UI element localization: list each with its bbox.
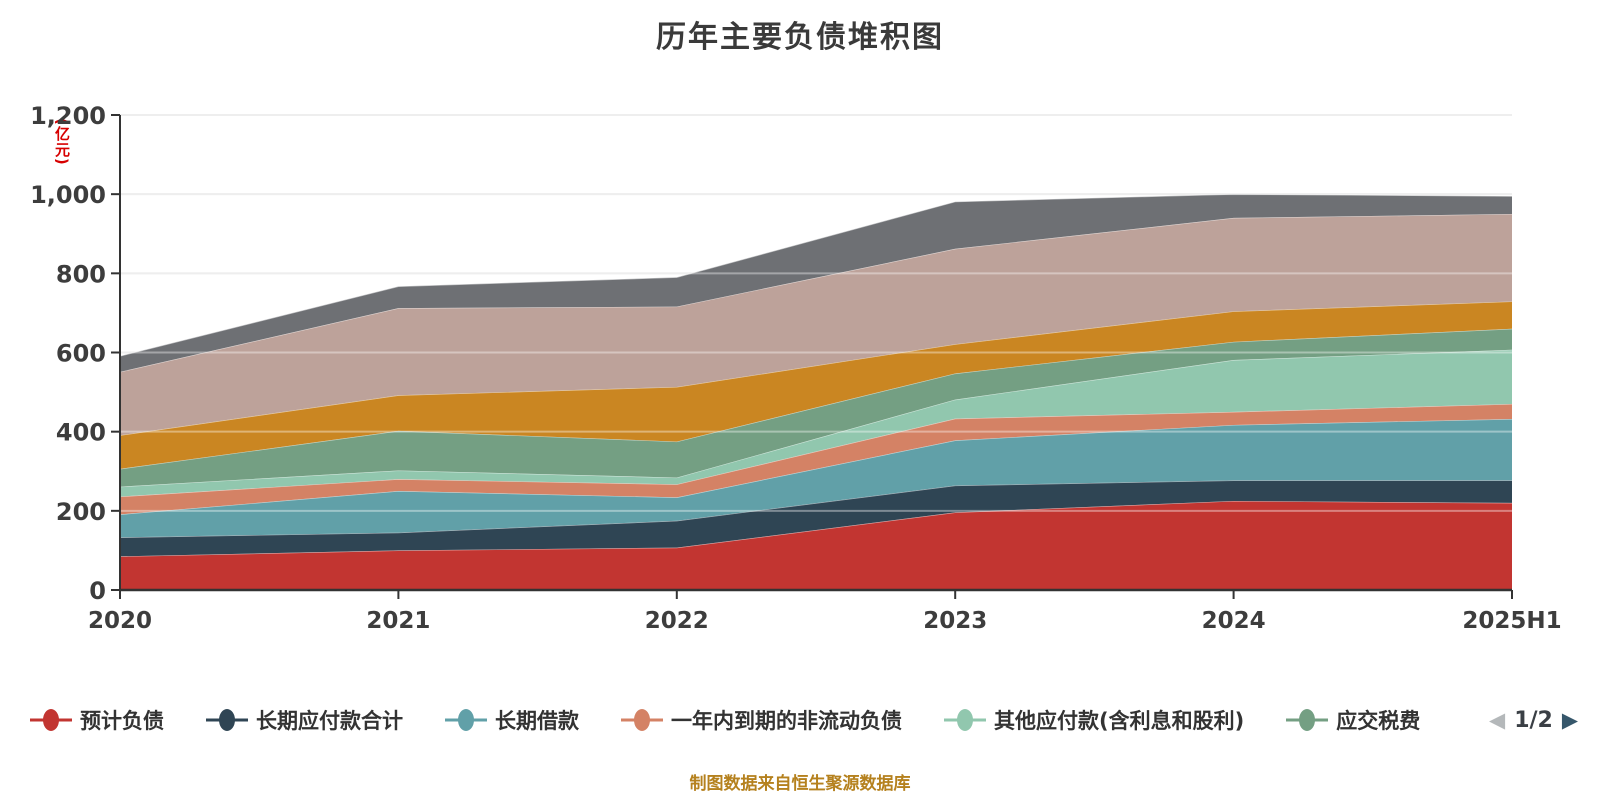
series-marker-icon (206, 709, 248, 731)
x-axis-tick-label: 2024 (1202, 608, 1266, 634)
x-axis-tick-label: 2023 (923, 608, 987, 634)
y-axis-tick-label: 1,200 (30, 102, 106, 130)
chart-title: 历年主要负债堆积图 (656, 20, 944, 55)
axes (111, 114, 1513, 599)
area-series-2[interactable] (120, 419, 1512, 538)
legend-next-page-icon[interactable]: ▶ (1561, 708, 1578, 732)
y-axis-tick-label: 800 (56, 260, 106, 288)
legend-item[interactable]: 长期应付款合计 (206, 705, 403, 735)
series-marker-icon (1286, 709, 1329, 731)
area-series-0[interactable] (120, 500, 1512, 590)
x-axis-tick-label: 2021 (366, 608, 430, 634)
y-axis-tick-label: 200 (56, 498, 106, 526)
area-series-1[interactable] (120, 480, 1512, 557)
series-marker-icon (621, 709, 663, 731)
legend-item[interactable]: 应交税费 (1286, 705, 1420, 735)
series-marker-icon (445, 709, 487, 731)
legend-item-label: 一年内到期的非流动负债 (671, 709, 902, 733)
y-axis-unit-label: (亿元) (53, 118, 71, 166)
legend-item[interactable]: 一年内到期的非流动负债 (621, 705, 902, 735)
legend-item-label: 其他应付款(含利息和股利) (994, 709, 1245, 733)
legend-prev-page-icon[interactable]: ◀ (1489, 708, 1506, 732)
series-marker-icon (944, 709, 986, 731)
legend-pagination: ◀ 1/2 ▶ (1489, 708, 1578, 733)
y-axis-labels: 0 200 400 600 800 1,000 1,200 (30, 102, 106, 605)
legend-item-label: 应交税费 (1336, 709, 1421, 733)
y-axis-tick-label: 600 (56, 340, 106, 368)
area-series-8[interactable] (120, 194, 1512, 372)
x-axis-tick-label: 2025H1 (1462, 608, 1561, 634)
y-gridlines-overlay (120, 114, 1512, 512)
legend-item-label: 长期应付款合计 (256, 709, 403, 733)
legend-item-label: 预计负债 (80, 709, 164, 733)
area-series-3[interactable] (120, 403, 1512, 515)
area-series-8-edge (119, 193, 1513, 357)
area-series-7[interactable] (120, 213, 1512, 436)
area-series-group (119, 193, 1513, 590)
x-axis-tick-label: 2022 (645, 608, 709, 634)
legend-page-indicator: 1/2 (1514, 707, 1553, 733)
x-axis-labels: 2020 2021 2022 2023 2024 2025H1 (88, 608, 1562, 634)
legend-item[interactable]: 预计负债 (30, 705, 164, 735)
series-marker-icon (30, 709, 72, 731)
data-source-note: 制图数据来自恒生聚源数据库 (689, 774, 911, 794)
legend-item[interactable]: 其他应付款(含利息和股利) (944, 705, 1244, 735)
x-axis-tick-label: 2020 (88, 608, 152, 634)
legend-item-label: 长期借款 (495, 709, 579, 733)
y-axis-tick-label: 1,000 (30, 181, 106, 209)
legend: 预计负债 长期应付款合计 长期借款 一年内到期的非流动负债 其他应付款(含利息和股利) 应… (30, 698, 1578, 742)
area-series-4[interactable] (120, 349, 1512, 497)
area-series-6[interactable] (120, 301, 1512, 469)
y-axis-tick-label: 0 (89, 577, 106, 605)
legend-item[interactable]: 长期借款 (445, 705, 579, 735)
y-axis-tick-label: 400 (56, 419, 106, 447)
